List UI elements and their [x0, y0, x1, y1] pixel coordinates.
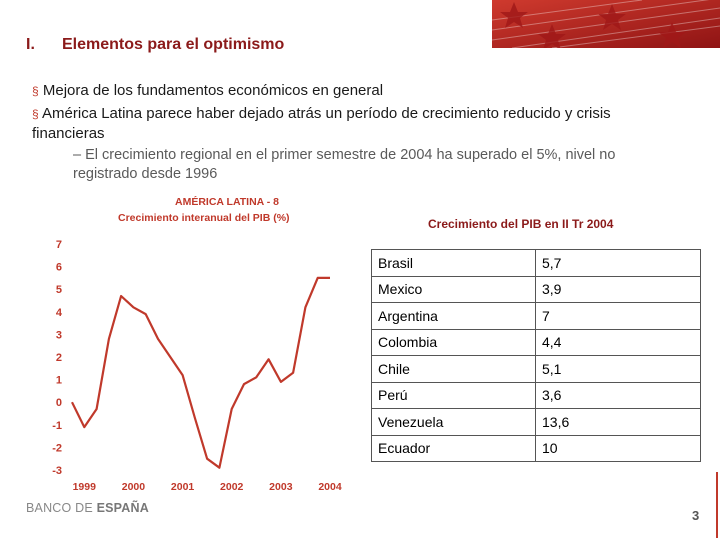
country-cell: Ecuador: [371, 434, 536, 462]
y-tick-label: 5: [56, 284, 62, 296]
sub-bullet-text: – El crecimiento regional en el primer s…: [73, 147, 616, 182]
y-tick-label: 6: [56, 262, 62, 274]
growth-value-cell: 3,6: [535, 381, 701, 409]
y-tick-label: 0: [56, 397, 62, 409]
table-title: Crecimiento del PIB en II Tr 2004: [428, 217, 614, 231]
x-tick-label: 1999: [73, 481, 97, 493]
table-row: Brasil 5,7: [371, 249, 701, 277]
y-tick-label: 1: [56, 375, 62, 387]
bullet-item: § Mejora de los fundamentos económicos e…: [32, 81, 682, 101]
section-title: Elementos para el optimismo: [62, 36, 285, 53]
country-cell: Mexico: [371, 275, 536, 303]
growth-value-cell: 4,4: [535, 328, 701, 356]
growth-value-cell: 10: [535, 434, 701, 462]
country-cell: Venezuela: [371, 408, 536, 436]
growth-value-cell: 3,9: [535, 275, 701, 303]
chart-title: AMÉRICA LATINA - 8: [175, 196, 280, 208]
growth-value-cell: 5,7: [535, 249, 701, 277]
country-cell: Perú: [371, 381, 536, 409]
bullet-text: América Latina parece haber dejado atrás…: [32, 105, 611, 142]
page-edge-accent: [716, 472, 718, 538]
bullet-item: § América Latina parece haber dejado atr…: [32, 104, 682, 143]
gdp-series-line: [71, 276, 330, 469]
gdp-line-chart: 7 6 5 4 3 2 1 0 -1 -2 -3 1999 2000 2001 2002 2003 2004: [52, 239, 342, 493]
country-cell: Colombia: [371, 328, 536, 356]
y-tick-label: 3: [56, 329, 62, 341]
country-cell: Brasil: [371, 249, 536, 277]
gdp-growth-table: Brasil 5,7 Mexico 3,9 Argentina 7 Colombia 4,4 C…: [371, 249, 701, 462]
table-row: Colombia 4,4: [371, 328, 701, 356]
growth-value-cell: 5,1: [535, 355, 701, 383]
y-tick-label: 7: [56, 239, 62, 251]
country-cell: Chile: [371, 355, 536, 383]
bullet-text: Mejora de los fundamentos económicos en …: [42, 82, 384, 99]
logo-text-part2: ESPAÑA: [96, 501, 149, 515]
table-row: Venezuela 13,6: [371, 408, 701, 436]
page-number: 3: [692, 508, 700, 523]
growth-value-cell: 7: [535, 302, 701, 330]
y-tick-label: 2: [56, 352, 62, 364]
bullet-marker: §: [32, 107, 39, 121]
header-banner: [492, 0, 720, 48]
x-tick-label: 2002: [220, 481, 244, 493]
chart-subtitle: Crecimiento interanual del PIB (%): [118, 212, 290, 224]
y-tick-label: -3: [52, 465, 62, 477]
table-row: Argentina 7: [371, 302, 701, 330]
y-tick-label: -1: [52, 420, 62, 432]
table-row: Ecuador 10: [371, 434, 701, 462]
logo-text-part1: BANCO DE: [26, 501, 97, 515]
bullet-marker: §: [32, 84, 39, 98]
y-tick-label: -2: [52, 442, 62, 454]
table-row: Mexico 3,9: [371, 275, 701, 303]
x-tick-label: 2004: [318, 481, 342, 493]
country-cell: Argentina: [371, 302, 536, 330]
y-tick-label: 4: [56, 307, 63, 319]
bank-logo: BANCO DE ESPAÑA: [26, 501, 149, 515]
x-tick-label: 2001: [171, 481, 195, 493]
table-row: Perú 3,6: [371, 381, 701, 409]
section-number: I.: [26, 36, 35, 53]
x-tick-label: 2003: [269, 481, 293, 493]
table-row: Chile 5,1: [371, 355, 701, 383]
x-tick-label: 2000: [122, 481, 146, 493]
growth-value-cell: 13,6: [535, 408, 701, 436]
